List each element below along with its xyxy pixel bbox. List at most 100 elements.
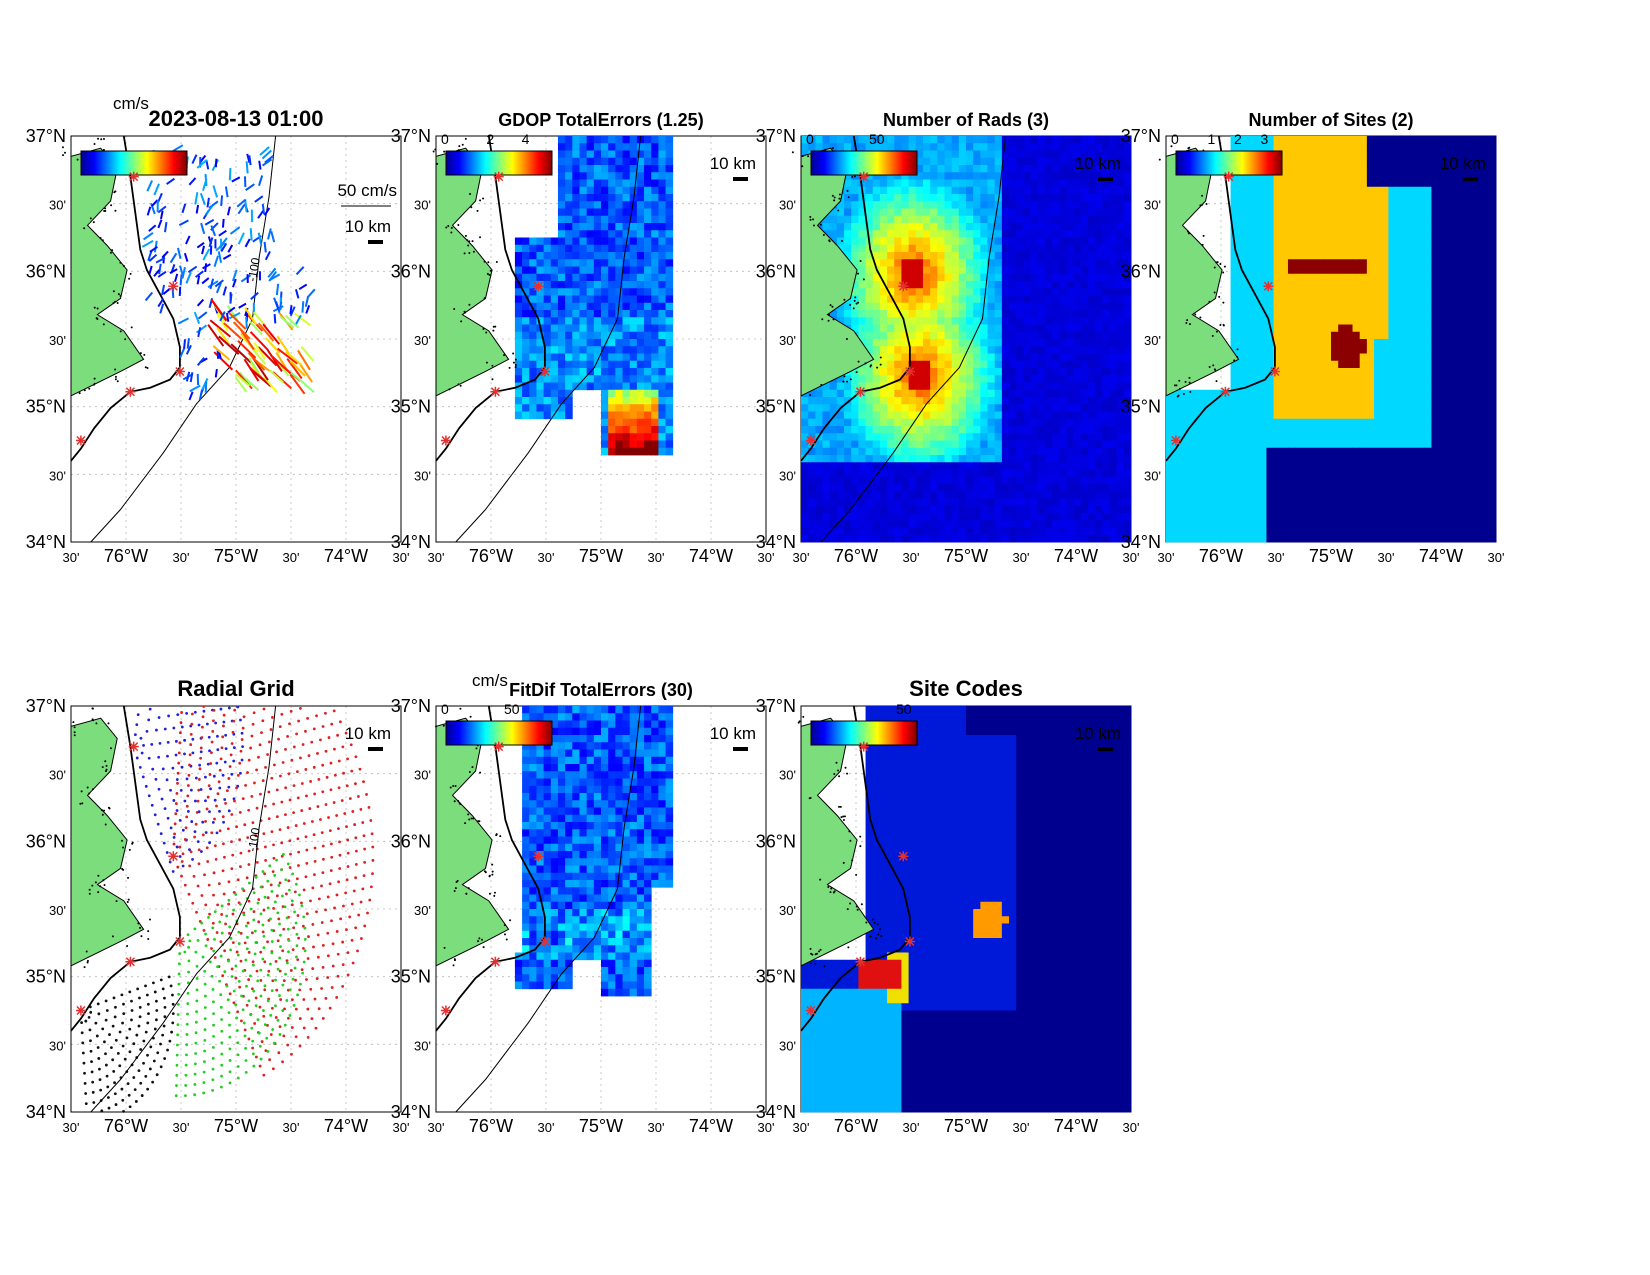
heatmap-cell [1259,310,1267,318]
heatmap-cell [622,223,631,231]
heatmap-cell [1409,266,1418,275]
heatmap-cell [1431,281,1440,289]
heatmap-cell [1102,237,1110,246]
current-vector [185,271,192,284]
heatmap-cell [966,215,974,224]
heatmap-cell [858,534,866,543]
heatmap-cell [1095,513,1103,521]
heatmap-cell [1052,484,1060,492]
heatmap-cell [1316,143,1325,151]
heatmap-cell [1030,215,1039,224]
heatmap-cell [622,440,631,449]
heatmap-cell [922,172,931,180]
heatmap-cell [1102,346,1110,354]
heatmap-cell [1230,281,1239,289]
heatmap-cell [629,382,638,391]
heatmap-cell [579,302,588,311]
heatmap-cell [543,273,552,282]
heatmap-cell [608,353,616,362]
heatmap-cell [1395,295,1404,304]
lat-tick-label: 30' [49,468,66,483]
heatmap-cell [951,179,960,188]
heatmap-cell [980,281,988,289]
heatmap-cell [1052,194,1060,202]
radar-site-marker [898,281,909,292]
heatmap-cell [1001,462,1010,470]
heatmap-cell [915,223,924,231]
heatmap-cell [644,259,652,267]
heatmap-cell [1123,208,1132,217]
coast-dot [809,218,812,221]
heatmap-cell [1252,230,1260,238]
heatmap-cell [930,150,938,159]
heatmap-cell [987,368,996,376]
heatmap-cell [1488,172,1497,180]
heatmap-cell [1388,259,1396,267]
current-vector [201,377,209,391]
heatmap-cell [1481,295,1490,304]
heatmap-cell [915,462,924,470]
heatmap-cell [980,230,988,238]
coast-dot [124,338,127,341]
heatmap-cell [1095,368,1103,376]
heatmap-cell [1030,484,1039,492]
heatmap-cell [1374,179,1382,188]
heatmap-cell [622,215,631,224]
heatmap-cell [1001,447,1010,456]
heatmap-cell [629,353,638,362]
heatmap-cell [1273,237,1282,246]
heatmap-cell [1395,179,1404,188]
heatmap-cell [1087,397,1096,405]
heatmap-cell [1287,324,1296,333]
heatmap-cell [1037,194,1046,202]
heatmap-cell [1237,172,1246,180]
radar-site-marker [805,435,816,446]
heatmap-cell [808,498,816,507]
current-vector [279,315,295,329]
heatmap-cell [1323,223,1332,231]
heatmap-cell [908,527,917,536]
heatmap-cell [872,418,881,427]
heatmap-cell [557,360,566,369]
heatmap-cell [1123,360,1132,369]
heatmap-cell [1388,237,1396,246]
heatmap-cell [815,136,823,144]
heatmap-cell [1345,288,1353,296]
heatmap-cell [1080,208,1089,217]
coast-dot [503,354,506,357]
heatmap-cell [944,302,953,311]
heatmap-cell [1417,273,1425,282]
heatmap-cell [1037,339,1046,347]
heatmap-cell [1488,150,1497,159]
heatmap-cell [829,426,838,434]
heatmap-cell [615,201,623,209]
heatmap-cell [629,157,638,166]
heatmap-cell [1309,157,1318,166]
heatmap-cell [1409,150,1418,159]
heatmap-cell [951,447,960,456]
heatmap-cell [1460,165,1468,173]
heatmap-cell [865,397,874,405]
coast-dot [113,191,116,194]
heatmap-cell [879,447,888,456]
heatmap-cell [1259,281,1267,289]
heatmap-cell [615,353,623,362]
heatmap-cell [1460,157,1468,166]
heatmap-cell [973,447,981,456]
heatmap-cell [887,310,895,318]
current-vector [257,210,265,219]
heatmap-cell [958,505,967,514]
heatmap-cell [1230,230,1239,238]
heatmap-cell [1052,397,1060,405]
heatmap-cell [908,230,917,238]
heatmap-cell [586,230,595,238]
heatmap-cell [1030,375,1039,383]
heatmap-cell [1316,165,1325,173]
heatmap-cell [636,331,645,340]
heatmap-cell [994,404,1003,412]
heatmap-cell [1123,259,1132,267]
heatmap-cell [980,447,988,456]
heatmap-cell [557,339,566,347]
heatmap-cell [966,534,974,543]
heatmap-cell [1044,179,1053,188]
